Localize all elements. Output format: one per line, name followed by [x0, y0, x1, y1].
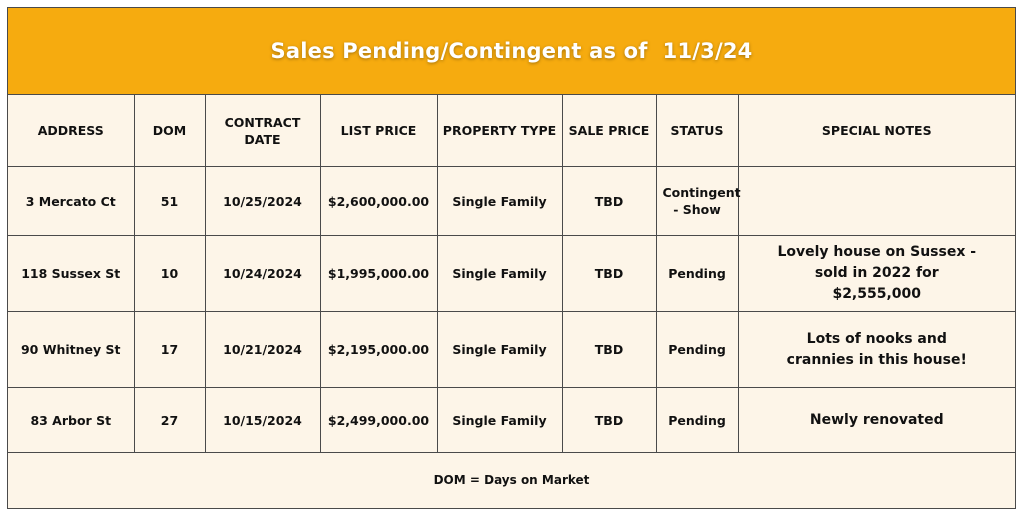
title-banner: Sales Pending/Contingent as of 11/3/24 [8, 8, 1015, 95]
cell-property-type: Single Family [436, 166, 563, 236]
cell-notes: Newly renovated [737, 387, 1015, 453]
cell-address: 118 Sussex St [8, 235, 135, 312]
cell-dom: 51 [133, 166, 206, 236]
footer-note: DOM = Days on Market [433, 473, 590, 487]
cell-status: Pending [655, 387, 739, 453]
cell-contract-date: 10/21/2024 [204, 311, 321, 388]
sales-table: ADDRESS DOM CONTRACT DATE LIST PRICE PRO… [8, 94, 1015, 453]
cell-property-type: Single Family [436, 235, 563, 312]
header-address: ADDRESS [8, 94, 135, 167]
header-status: STATUS [655, 94, 739, 167]
table-row: 83 Arbor St 27 10/15/2024 $2,499,000.00 … [8, 387, 1015, 453]
cell-notes: Lovely house on Sussex - sold in 2022 fo… [737, 235, 1015, 312]
cell-dom: 17 [133, 311, 206, 388]
cell-status: Contingent - Show [655, 166, 741, 236]
table-row: 118 Sussex St 10 10/24/2024 $1,995,000.0… [8, 235, 1015, 312]
cell-address: 83 Arbor St [8, 387, 135, 453]
header-dom: DOM [133, 94, 206, 167]
cell-list-price: $2,499,000.00 [319, 387, 438, 453]
cell-notes [737, 166, 1015, 236]
cell-dom: 10 [133, 235, 206, 312]
header-special-notes: SPECIAL NOTES [737, 94, 1015, 167]
cell-contract-date: 10/25/2024 [204, 166, 321, 236]
table-row: 3 Mercato Ct 51 10/25/2024 $2,600,000.00… [8, 166, 1015, 236]
cell-notes: Lots of nooks and crannies in this house… [737, 311, 1015, 388]
cell-address: 90 Whitney St [8, 311, 135, 388]
header-list-price: LIST PRICE [319, 94, 438, 167]
header-contract-date: CONTRACT DATE [204, 94, 321, 167]
cell-dom: 27 [133, 387, 206, 453]
cell-address: 3 Mercato Ct [8, 166, 135, 236]
header-row: ADDRESS DOM CONTRACT DATE LIST PRICE PRO… [8, 94, 1015, 167]
table-row: 90 Whitney St 17 10/21/2024 $2,195,000.0… [8, 311, 1015, 388]
sales-sheet: Sales Pending/Contingent as of 11/3/24 A… [7, 7, 1016, 509]
cell-sale-price: TBD [561, 166, 657, 236]
page-title: Sales Pending/Contingent as of 11/3/24 [270, 39, 753, 63]
cell-contract-date: 10/15/2024 [204, 387, 321, 453]
cell-sale-price: TBD [561, 387, 657, 453]
cell-list-price: $2,195,000.00 [319, 311, 438, 388]
cell-sale-price: TBD [561, 311, 657, 388]
cell-contract-date: 10/24/2024 [204, 235, 321, 312]
cell-property-type: Single Family [436, 387, 563, 453]
cell-status: Pending [655, 311, 739, 388]
cell-sale-price: TBD [561, 235, 657, 312]
cell-property-type: Single Family [436, 311, 563, 388]
cell-list-price: $1,995,000.00 [319, 235, 438, 312]
cell-list-price: $2,600,000.00 [319, 166, 438, 236]
cell-status: Pending [655, 235, 739, 312]
header-property-type: PROPERTY TYPE [436, 94, 563, 167]
header-sale-price: SALE PRICE [561, 94, 657, 167]
